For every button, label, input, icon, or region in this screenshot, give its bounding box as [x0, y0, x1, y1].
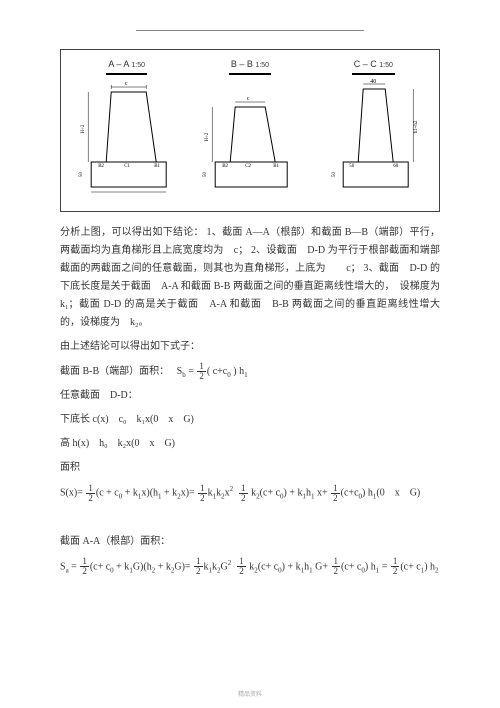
diagram-cc-svg: 40 h1+h2 50 60 50 — [314, 77, 432, 207]
diagram-bb-svg: c H÷2 B2 C2 B1 50 — [191, 77, 309, 207]
formula-sa: Sa = 12(c+ c0 + k1G)(h2 + k2G)= 12k1k2G2… — [60, 557, 440, 577]
svg-text:h1+h2: h1+h2 — [414, 120, 419, 133]
diagram-bb-label: B – B — [231, 59, 253, 69]
svg-text:C2: C2 — [245, 164, 251, 169]
label-area: 面积 — [60, 459, 440, 477]
diagram-bb-scale: 1:50 — [255, 62, 269, 69]
svg-text:50: 50 — [203, 171, 208, 177]
diagram-bb: B – B 1:50 c H÷2 B2 C2 B1 50 — [191, 56, 309, 207]
paragraph-1: 分析上图，可以得出如下结论： 1、截面 A—A（根部）和截面 B—B（端部）平行… — [60, 224, 440, 332]
diagram-aa: A – A 1:50 c H÷2 B2 C1 B1 50 — [67, 56, 185, 207]
label-dd: 任意截面 D-D： — [60, 387, 440, 405]
svg-text:B2: B2 — [222, 164, 228, 169]
footer-mark: 精品资料 — [0, 689, 500, 698]
diagram-aa-label: A – A — [108, 59, 129, 69]
svg-text:c: c — [125, 81, 128, 87]
diagram-aa-title: A – A 1:50 — [106, 56, 147, 75]
top-rule — [136, 30, 364, 31]
svg-text:B1: B1 — [273, 164, 279, 169]
label-aa: 截面 A-A（根部）面积： — [60, 533, 440, 551]
formula-bottom: 下底长 c(x) c₀ k₁x(0 x G) — [60, 411, 440, 429]
svg-text:50: 50 — [80, 171, 85, 177]
label-bb: 截面 B-B（端部）面积： — [60, 365, 169, 376]
svg-text:H÷2: H÷2 — [82, 124, 87, 133]
formula-bb-label: 截面 B-B（端部）面积： Sb = 12( c+c0 ) h1 — [60, 362, 440, 381]
diagram-cc: C – C 1:50 40 h1+h2 50 60 50 — [314, 56, 432, 207]
diagram-aa-scale: 1:50 — [131, 62, 145, 69]
svg-text:50: 50 — [349, 164, 355, 169]
formula-sx: S(x)= 12(c + c0 + k1x)(h1 + k2x)= 12k1k2… — [60, 483, 440, 503]
diagram-aa-svg: c H÷2 B2 C1 B1 50 — [67, 77, 185, 207]
diagram-cc-title: C – C 1:50 — [352, 56, 395, 75]
diagram-bb-title: B – B 1:50 — [229, 56, 271, 75]
svg-text:c: c — [247, 96, 250, 102]
svg-text:50: 50 — [332, 171, 337, 177]
svg-text:H÷2: H÷2 — [205, 132, 210, 141]
paragraph-2: 由上述结论可以得出如下式子： — [60, 338, 440, 356]
svg-text:B2: B2 — [99, 164, 105, 169]
svg-text:C1: C1 — [125, 164, 131, 169]
svg-text:40: 40 — [370, 79, 376, 85]
diagrams-box: A – A 1:50 c H÷2 B2 C1 B1 50 B — [60, 49, 440, 212]
diagram-cc-label: C – C — [354, 59, 377, 69]
formula-height: 高 h(x) h₀ k₂x(0 x G) — [60, 435, 440, 453]
diagram-cc-scale: 1:50 — [379, 62, 393, 69]
svg-text:B1: B1 — [155, 164, 161, 169]
svg-text:60: 60 — [393, 164, 399, 169]
